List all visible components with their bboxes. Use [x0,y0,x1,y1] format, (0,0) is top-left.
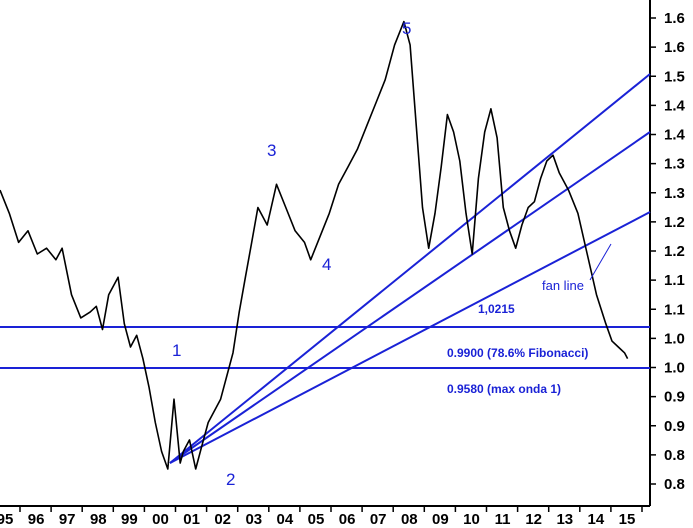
x-tick-label: 09 [432,511,449,528]
y-tick-label: 0.9 [664,418,685,435]
x-tick-label: 99 [121,511,138,528]
price-series-line [0,20,629,470]
x-tick-label: 95 [0,511,13,528]
x-tick-label: 03 [245,511,262,528]
wave-label-3: 3 [267,141,276,160]
y-tick-label: 1.3 [664,185,685,202]
x-tick-label: 07 [370,511,387,528]
x-tick-label: 00 [152,511,169,528]
wave-label-1: 1 [172,341,181,360]
x-tick-label: 15 [619,511,636,528]
x-tick-label: 97 [59,511,76,528]
y-tick-label: 1.6 [664,39,685,56]
level-label-10215: 1,0215 [478,302,515,316]
y-tick-label: 1.0 [664,330,685,347]
y-axis: 0.8 0.8 0.9 0.9 1.0 1.0 1.1 1.1 1.2 1.2 1.3 1.3 1.4 1… [650,10,686,493]
x-tick-label: 02 [214,511,231,528]
x-tick-label: 08 [401,511,418,528]
wave-label-2: 2 [226,470,235,489]
x-tick-label: 05 [308,511,325,528]
fan-line-label: fan line [542,278,584,293]
y-tick-label: 0.8 [664,476,685,493]
y-tick-label: 1.4 [664,127,686,144]
x-tick-label: 12 [525,511,542,528]
level-label-max-wave1: 0.9580 (max onda 1) [447,382,561,396]
fan-line-pointer [589,243,612,281]
fan-line-steep [169,73,651,464]
x-tick-label: 98 [90,511,107,528]
x-tick-label: 11 [495,511,511,528]
y-tick-label: 0.8 [664,447,685,464]
y-tick-label: 0.9 [664,389,685,406]
x-tick-label: 14 [588,511,605,528]
y-tick-label: 1.1 [664,301,685,318]
x-tick-label: 01 [183,511,200,528]
wave-label-5: 5 [402,19,411,38]
y-tick-label: 1.0 [664,360,685,377]
x-tick-label: 13 [556,511,573,528]
y-tick-label: 1.6 [664,10,685,27]
y-tick-label: 1.1 [664,272,685,289]
x-tick-label: 04 [277,511,294,528]
x-axis: 95 96 97 98 99 00 01 02 03 04 05 06 07 08 09 10 11 12 13 14… [0,506,643,528]
y-tick-label: 1.5 [664,68,685,85]
y-tick-label: 1.2 [664,243,685,260]
level-label-fibonacci: 0.9900 (78.6% Fibonacci) [447,346,588,360]
x-tick-label: 10 [463,511,480,528]
x-tick-label: 96 [28,511,45,528]
y-tick-label: 1.2 [664,214,685,231]
y-tick-label: 1.3 [664,156,685,173]
fan-line-shallow [169,211,651,464]
y-tick-label: 1.4 [664,97,686,114]
wave-label-4: 4 [322,255,331,274]
x-tick-label: 06 [339,511,356,528]
fan-line-middle [169,131,651,464]
